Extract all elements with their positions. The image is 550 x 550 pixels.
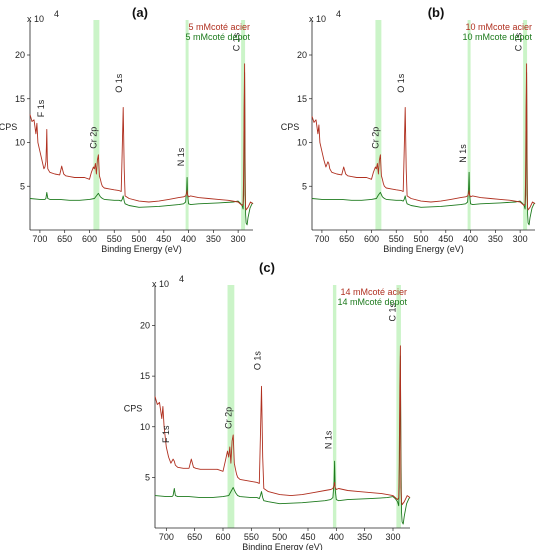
x-axis-label: Binding Energy (eV) [101,244,182,254]
x-tick-label: 650 [187,532,202,542]
highlight-band [332,285,337,528]
y-axis-label: CPS [0,122,17,132]
x-tick-label: 700 [159,532,174,542]
y-tick-label: 15 [297,94,307,104]
y-tick-label: 5 [20,181,25,191]
peak-label: N 1s [324,430,334,449]
x-tick-label: 450 [156,234,171,244]
x-tick-label: 400 [329,532,344,542]
x-tick-label: 500 [272,532,287,542]
panel-label: (c) [259,260,275,275]
peak-label: C 1s [387,302,397,321]
series-line-acier [154,345,411,506]
x-tick-label: 300 [513,234,528,244]
legend-entry: 10 mMcote depot [462,32,532,42]
axis-multiplier: x 10 [27,14,44,24]
highlight-band [396,285,401,528]
y-tick-label: 10 [15,138,25,148]
x-axis-label: Binding Energy (eV) [242,542,323,550]
series-line-acier [29,63,254,211]
y-axis-label: CPS [124,404,143,414]
peak-label: O 1s [252,351,262,371]
x-tick-label: 700 [314,234,329,244]
legend-entry: 5 mMcoté acier [188,22,250,32]
x-tick-label: 300 [231,234,246,244]
y-tick-label: 15 [15,94,25,104]
peak-label: C 1s [514,32,524,51]
x-tick-label: 500 [132,234,147,244]
peak-label: C 1s [232,32,242,51]
legend-entry: 14 mMcoté depot [337,297,407,307]
y-tick-label: 10 [297,138,307,148]
peak-label: Cr 2p [88,127,98,149]
y-tick-label: 20 [140,321,150,331]
legend-entry: 14 mMcoté acier [340,287,407,297]
y-tick-label: 20 [297,50,307,60]
x-tick-label: 400 [181,234,196,244]
axis-multiplier-exponent: 4 [54,9,59,19]
y-tick-label: 15 [140,371,150,381]
peak-label: O 1s [396,73,406,93]
x-tick-label: 300 [385,532,400,542]
x-tick-label: 450 [300,532,315,542]
legend-entry: 10 mMcote acier [465,22,532,32]
peak-label: F 1s [161,425,171,443]
series-line-depot [154,355,411,525]
series-line-acier [311,63,536,211]
chart-panel-1: 700 650 600 550 500 450 400 350 300 5 10 15 20 Bindin… [0,5,254,254]
legend-entry: 5 mMcoté depot [185,32,250,42]
x-tick-label: 350 [488,234,503,244]
x-tick-label: 550 [244,532,259,542]
peak-label: Cr 2p [370,127,380,149]
peak-label: N 1s [458,144,468,163]
chart-panel-2: 700 650 600 550 500 450 400 350 300 5 10 15 20 Bindin… [281,5,536,254]
x-tick-label: 600 [82,234,97,244]
highlight-band [523,20,528,230]
x-tick-label: 650 [339,234,354,244]
x-tick-label: 650 [57,234,72,244]
peak-label: N 1s [176,147,186,166]
x-axis-label: Binding Energy (eV) [383,244,464,254]
highlight-band [375,20,382,230]
axis-multiplier-exponent: 4 [336,9,341,19]
y-tick-label: 20 [15,50,25,60]
highlight-band [93,20,100,230]
x-tick-label: 350 [357,532,372,542]
y-tick-label: 5 [145,472,150,482]
chart-panel-3: 700 650 600 550 500 450 400 350 300 5 10 15 20 Bindin… [124,260,411,550]
x-tick-label: 550 [389,234,404,244]
x-tick-label: 500 [414,234,429,244]
x-tick-label: 450 [438,234,453,244]
x-tick-label: 600 [215,532,230,542]
panel-label: (b) [428,5,445,20]
peak-label: O 1s [114,73,124,93]
highlight-band [241,20,246,230]
panel-label: (a) [132,5,148,20]
y-tick-label: 5 [302,181,307,191]
series-line-depot [29,72,254,226]
x-tick-label: 550 [107,234,122,244]
series-line-depot [311,72,536,226]
x-tick-label: 700 [32,234,47,244]
peak-label: F 1s [36,99,46,117]
highlight-band [185,20,189,230]
axis-multiplier: x 10 [309,14,326,24]
highlight-band [467,20,471,230]
axis-multiplier: x 10 [152,279,169,289]
x-tick-label: 600 [364,234,379,244]
y-tick-label: 10 [140,422,150,432]
highlight-band [227,285,235,528]
axis-multiplier-exponent: 4 [179,274,184,284]
y-axis-label: CPS [281,122,300,132]
x-tick-label: 350 [206,234,221,244]
peak-label: Cr 2p [223,407,233,429]
x-tick-label: 400 [463,234,478,244]
